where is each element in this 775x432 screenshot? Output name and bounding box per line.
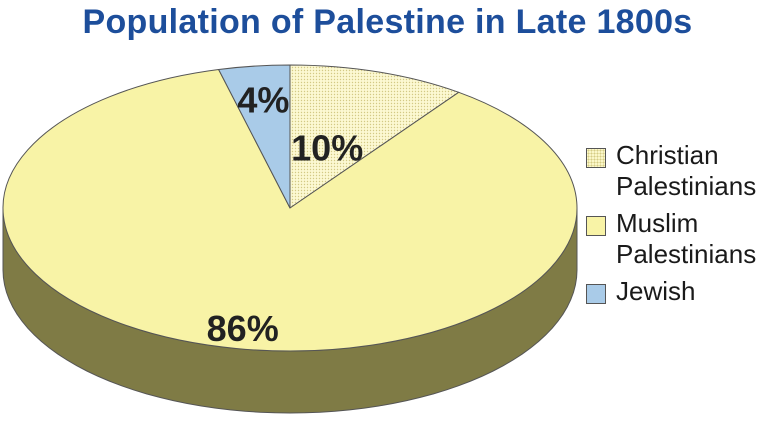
pie-labels: 10% 86% 4% [207, 80, 364, 350]
pie-slice-1 [2, 68, 578, 352]
legend-item-0: Christian Palestinians [586, 140, 775, 202]
legend-label-2: Jewish [616, 276, 696, 306]
pie-slice-2 [217, 64, 291, 209]
legend-item-2: Jewish [586, 276, 775, 307]
legend-swatch-2 [586, 284, 606, 304]
data-label-0: 10% [291, 127, 363, 168]
data-label-2: 4% [237, 80, 289, 121]
legend-label-0: Christian Palestinians [616, 140, 757, 201]
data-label-1: 86% [207, 308, 279, 349]
legend-swatch-0 [586, 148, 606, 168]
legend-swatch-1 [586, 216, 606, 236]
pie-tops [2, 64, 578, 352]
chart-title: Population of Palestine in Late 1800s [82, 3, 693, 41]
legend: Christian Palestinians Muslim Palestinian… [586, 140, 775, 313]
pie-slice-0 [289, 64, 460, 209]
legend-item-1: Muslim Palestinians [586, 208, 775, 270]
legend-label-1: Muslim Palestinians [616, 208, 757, 269]
